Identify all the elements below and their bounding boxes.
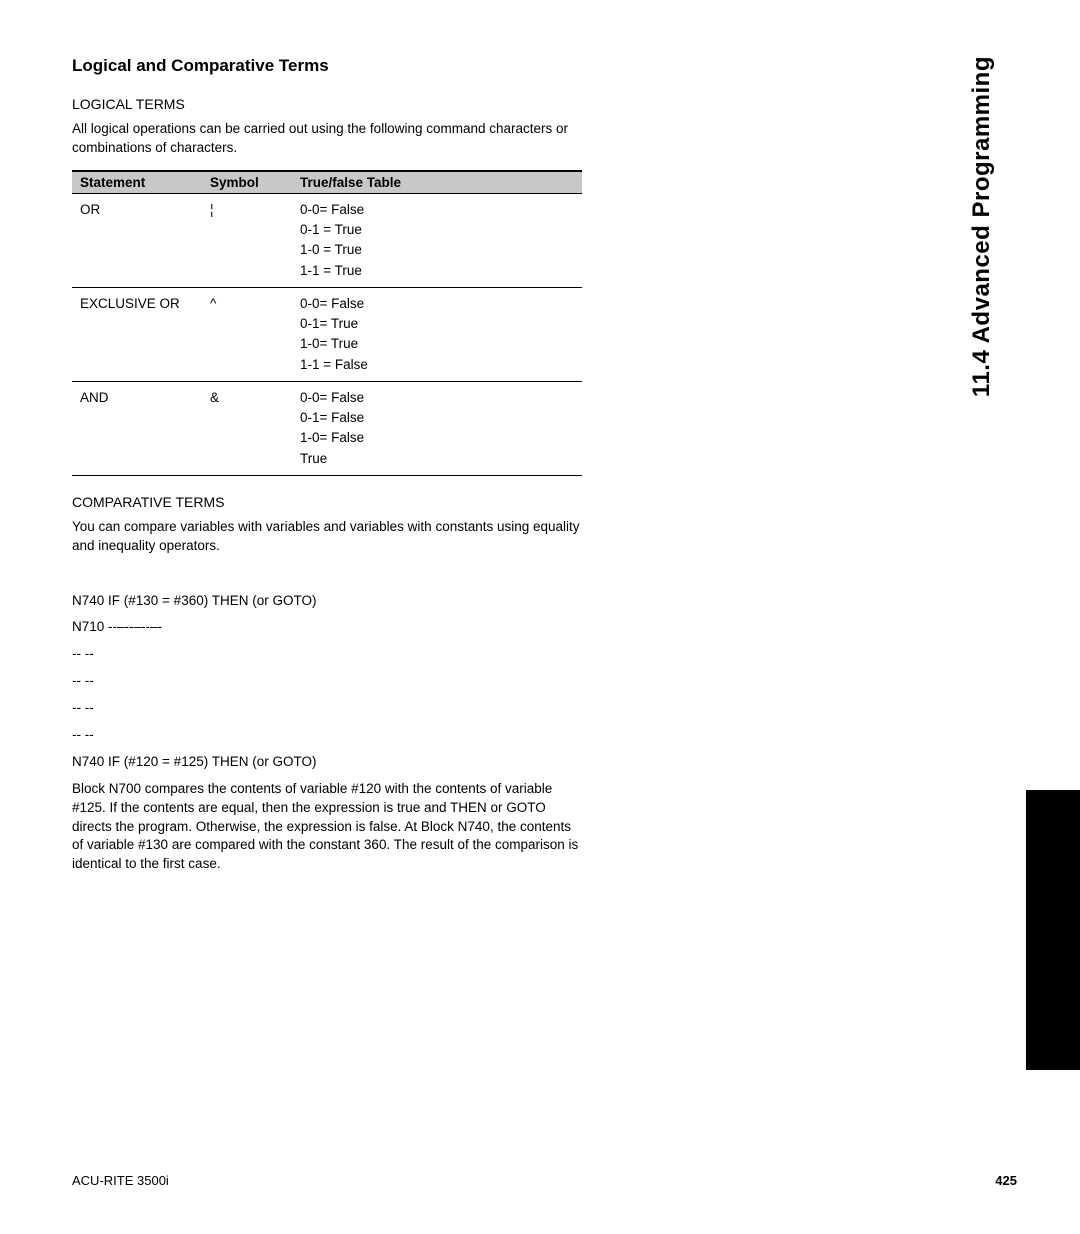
table-header-tf: True/false Table xyxy=(292,171,582,194)
table-row: EXCLUSIVE OR ^ 0-0= False 0-1= True 1-0=… xyxy=(72,287,582,381)
cell-tf: 0-0= False 0-1 = True 1-0 = True 1-1 = T… xyxy=(292,193,582,287)
code-line: -- -- xyxy=(72,672,582,691)
logical-table: Statement Symbol True/false Table OR ¦ 0… xyxy=(72,170,582,476)
comparative-terms-heading: COMPARATIVE TERMS xyxy=(72,494,582,510)
cell-symbol: & xyxy=(202,381,292,475)
cell-symbol: ^ xyxy=(202,287,292,381)
cell-statement: OR xyxy=(72,193,202,287)
code-line: N740 IF (#120 = #125) THEN (or GOTO) xyxy=(72,753,582,772)
table-header-row: Statement Symbol True/false Table xyxy=(72,171,582,194)
code-line: -- -- xyxy=(72,645,582,664)
page-edge-tab xyxy=(1026,790,1080,1070)
main-content: Logical and Comparative Terms LOGICAL TE… xyxy=(72,56,582,886)
logical-terms-heading: LOGICAL TERMS xyxy=(72,96,582,112)
cell-statement: EXCLUSIVE OR xyxy=(72,287,202,381)
table-header-symbol: Symbol xyxy=(202,171,292,194)
comparative-explanation: Block N700 compares the contents of vari… xyxy=(72,780,582,874)
code-line: -- -- xyxy=(72,699,582,718)
code-line: -- -- xyxy=(72,726,582,745)
footer-product-name: ACU-RITE 3500i xyxy=(72,1173,169,1188)
logical-intro-text: All logical operations can be carried ou… xyxy=(72,120,582,158)
table-header-statement: Statement xyxy=(72,171,202,194)
comparative-intro-text: You can compare variables with variables… xyxy=(72,518,582,556)
code-line: N740 IF (#130 = #360) THEN (or GOTO) xyxy=(72,592,582,611)
table-row: OR ¦ 0-0= False 0-1 = True 1-0 = True 1-… xyxy=(72,193,582,287)
cell-tf: 0-0= False 0-1= True 1-0= True 1-1 = Fal… xyxy=(292,287,582,381)
table-row: AND & 0-0= False 0-1= False 1-0= False T… xyxy=(72,381,582,475)
code-line: N710 --–--–--–- xyxy=(72,618,582,637)
section-title: Logical and Comparative Terms xyxy=(72,56,582,76)
side-chapter-label: 11.4 Advanced Programming xyxy=(968,56,996,397)
cell-tf: 0-0= False 0-1= False 1-0= False True xyxy=(292,381,582,475)
footer-page-number: 425 xyxy=(995,1173,1017,1188)
cell-symbol: ¦ xyxy=(202,193,292,287)
cell-statement: AND xyxy=(72,381,202,475)
